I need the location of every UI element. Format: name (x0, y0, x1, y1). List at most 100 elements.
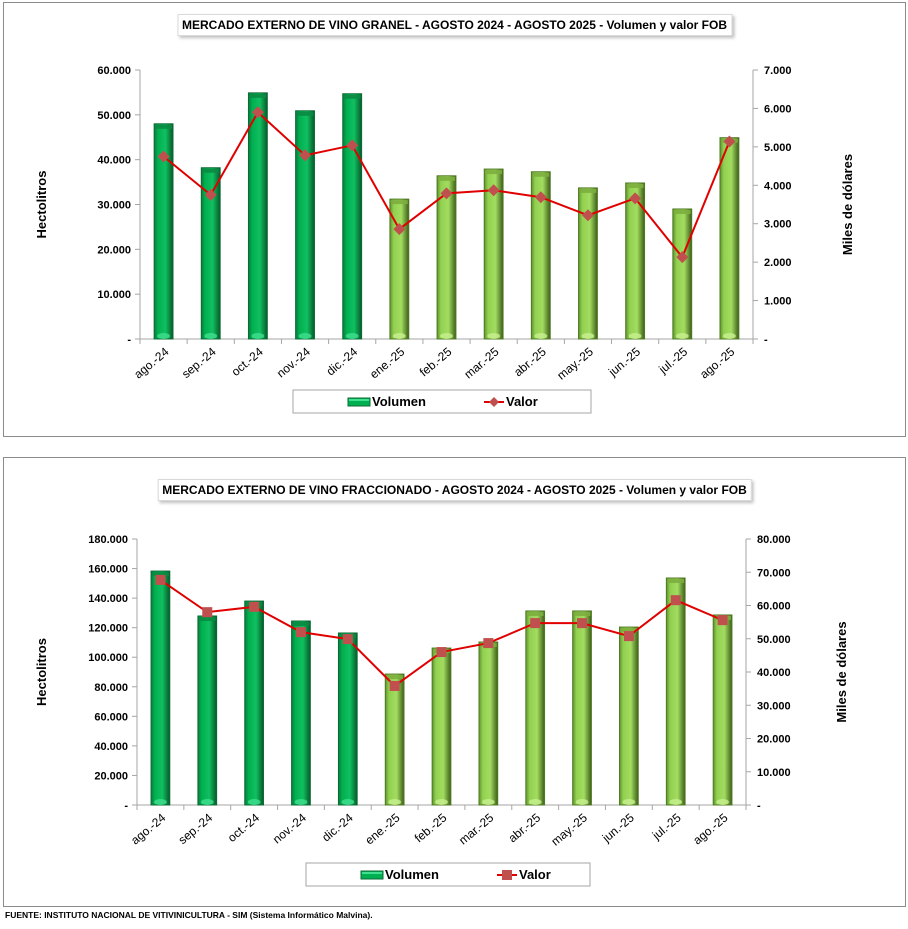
bar-top-bevel (626, 183, 644, 188)
x-axis-tick-label: dic.-24 (319, 810, 356, 844)
x-axis-tick-label: nov.-24 (270, 810, 309, 846)
bar-base-highlight (345, 333, 359, 339)
x-axis-tick-label: ene.-25 (367, 344, 407, 381)
left-axis-tick-label: - (127, 334, 131, 346)
bar-top-bevel (579, 188, 597, 193)
legend-marker-valor (489, 397, 499, 407)
bar-base-highlight (294, 799, 308, 805)
bar-top-bevel (438, 176, 455, 181)
marker-valor (295, 627, 306, 638)
marker-valor (393, 223, 406, 236)
marker-valor (534, 191, 547, 204)
bar-base-highlight (481, 799, 495, 805)
left-axis-tick-label: - (124, 800, 128, 812)
bar-volumen (572, 610, 592, 806)
legend-label-valor: Valor (506, 394, 538, 409)
bar-base-highlight (435, 799, 448, 805)
chart-fraccionado: - 20.000 40.000 60.000 80.000 100.000 120.000 1… (34, 534, 849, 887)
bar-top-bevel (573, 611, 591, 616)
marker-valor (251, 106, 264, 119)
bar-base-highlight (154, 799, 167, 805)
x-axis-tick-label: jul.-25 (655, 344, 690, 377)
chart-panel-granel: MERCADO EXTERNO DE VINO GRANEL - AGOSTO … (3, 2, 906, 437)
bar-base-highlight (440, 333, 453, 339)
marker-valor (676, 251, 689, 264)
right-axis-tick-label: 60.000 (757, 601, 791, 613)
bar-top-bevel (620, 628, 638, 633)
left-axis-tick-label: 30.000 (97, 200, 131, 212)
legend: Volumen Valor (305, 862, 591, 887)
bar-volumen (337, 632, 358, 806)
bar-volumen (665, 577, 686, 806)
bar-volumen (436, 175, 457, 340)
left-axis-tick-label: 60.000 (94, 711, 128, 723)
left-axis-tick-label: 120.000 (88, 623, 128, 635)
marker-valor (342, 634, 353, 645)
x-axis-tick-label: ago.-24 (131, 344, 171, 381)
bar-volumen (672, 208, 693, 340)
legend-label-valor: Valor (519, 867, 551, 882)
left-axis-tick-label: 100.000 (88, 652, 128, 664)
bar-volumen (291, 620, 311, 806)
left-axis-tick-label: 60.000 (97, 65, 131, 77)
marker-valor (204, 188, 217, 201)
right-axis-tick-label: 20.000 (757, 734, 791, 746)
bar-volumen (197, 615, 218, 806)
bar-base-highlight (534, 333, 548, 339)
bar-base-highlight (575, 799, 589, 805)
legend: Volumen Valor (292, 389, 592, 414)
bar-base-highlight (622, 799, 636, 805)
chart-granel: - 10.000 20.000 30.000 40.000 50.000 60.000 - 1.… (34, 65, 855, 414)
x-axis-tick-label: feb.-25 (412, 810, 450, 845)
x-axis-tick-label: abr.-25 (506, 810, 544, 845)
x-axis-tick-label: sep.-24 (176, 810, 216, 847)
right-axis-tick-label: 7.000 (764, 65, 792, 77)
marker-valor (346, 139, 359, 152)
x-axis-tick-label: feb.-25 (417, 344, 455, 379)
legend-swatch-highlight (349, 399, 369, 401)
x-axis-tick-label: sep.-24 (179, 344, 219, 381)
bar-volumen (712, 614, 733, 806)
legend-swatch-highlight (362, 872, 382, 874)
bar-volumen (342, 93, 363, 340)
legend-swatch-volumen (347, 397, 371, 407)
marker-valor (577, 618, 588, 629)
x-axis-tick-label: mar.-25 (461, 344, 501, 381)
x-axis-tick-label: ago.-24 (128, 810, 168, 847)
bar-top-bevel (152, 572, 169, 577)
bar-volumen (384, 673, 405, 806)
bar-volumen (244, 600, 264, 806)
right-axis-tick-label: 5.000 (764, 142, 792, 154)
left-axis-tick-label: 140.000 (88, 593, 128, 605)
x-axis-tick-label: oct.-24 (225, 810, 262, 845)
bar-volumen (389, 198, 410, 340)
right-axis-tick-label: 1.000 (764, 296, 792, 308)
x-axis-tick-label: nov.-24 (274, 344, 313, 380)
left-axis-tick-label: 20.000 (94, 770, 128, 782)
bar-top-bevel (249, 93, 267, 98)
bar-base-highlight (669, 799, 683, 805)
bar-volumen (625, 182, 646, 340)
bar-top-bevel (526, 611, 544, 616)
bar-base-highlight (298, 333, 312, 339)
legend-label-volumen: Volumen (385, 867, 439, 882)
x-axis-tick-label: ene.-25 (362, 810, 402, 847)
x-axis-tick-label: jun.-25 (599, 810, 637, 845)
left-axis-tick-label: 160.000 (88, 564, 128, 576)
marker-valor (487, 184, 500, 197)
right-axis-tick-label: 4.000 (764, 180, 792, 192)
bar-volumen (295, 110, 315, 340)
chart-panel-fraccionado: MERCADO EXTERNO DE VINO FRACCIONADO - AG… (3, 457, 906, 907)
bar-base-highlight (581, 333, 595, 339)
bar-top-bevel (386, 675, 404, 680)
marker-valor (157, 150, 170, 163)
bar-base-highlight (487, 333, 501, 339)
bar-volumen (150, 570, 171, 806)
x-axis-tick-label: dic.-24 (324, 344, 361, 378)
marker-valor (249, 601, 260, 612)
bar-volumen (619, 626, 639, 806)
bar-base-highlight (528, 799, 542, 805)
marker-valor (299, 149, 312, 162)
left-axis-tick-label: 180.000 (88, 534, 128, 546)
chart-title: MERCADO EXTERNO DE VINO GRANEL - AGOSTO … (177, 14, 732, 36)
